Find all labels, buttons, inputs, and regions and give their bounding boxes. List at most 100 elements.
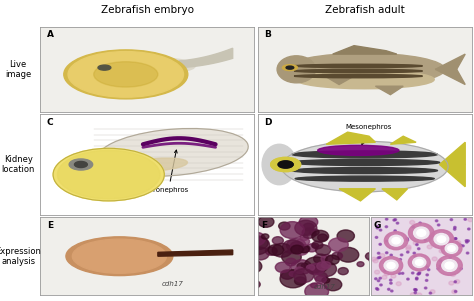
Circle shape <box>384 260 398 271</box>
Circle shape <box>282 250 301 264</box>
Circle shape <box>280 222 304 239</box>
Circle shape <box>299 216 318 228</box>
Circle shape <box>337 230 355 242</box>
Circle shape <box>415 289 417 291</box>
Circle shape <box>375 237 378 238</box>
Circle shape <box>325 296 342 301</box>
Circle shape <box>416 278 418 280</box>
Circle shape <box>242 259 262 273</box>
Circle shape <box>390 279 392 281</box>
Circle shape <box>446 268 448 269</box>
Circle shape <box>398 242 400 244</box>
Text: Live
image: Live image <box>5 60 31 79</box>
Ellipse shape <box>295 176 434 181</box>
Text: F: F <box>261 221 267 230</box>
Circle shape <box>449 256 451 258</box>
Circle shape <box>410 220 415 224</box>
Circle shape <box>406 239 409 241</box>
Circle shape <box>424 234 426 236</box>
Circle shape <box>377 280 380 282</box>
Circle shape <box>302 229 310 235</box>
Circle shape <box>407 278 409 280</box>
Ellipse shape <box>128 158 187 171</box>
Ellipse shape <box>282 141 448 192</box>
Circle shape <box>456 249 459 250</box>
Circle shape <box>435 238 438 240</box>
Circle shape <box>411 272 414 274</box>
Circle shape <box>384 262 387 264</box>
Circle shape <box>337 247 359 262</box>
Circle shape <box>384 232 408 250</box>
Circle shape <box>295 267 304 273</box>
Text: Pronephros: Pronephros <box>149 150 188 193</box>
Circle shape <box>376 225 378 227</box>
Circle shape <box>392 262 395 264</box>
Text: B: B <box>264 30 271 39</box>
Circle shape <box>445 243 447 245</box>
Circle shape <box>450 219 453 221</box>
Circle shape <box>387 262 395 269</box>
Circle shape <box>406 247 411 251</box>
Circle shape <box>416 277 418 279</box>
Circle shape <box>301 263 308 268</box>
Circle shape <box>393 240 395 242</box>
Circle shape <box>310 266 320 273</box>
Circle shape <box>265 247 277 255</box>
Circle shape <box>278 161 293 168</box>
Circle shape <box>271 157 301 172</box>
Ellipse shape <box>98 129 248 176</box>
Circle shape <box>443 244 446 245</box>
Circle shape <box>303 223 314 231</box>
Circle shape <box>385 226 388 228</box>
Text: Mesonephros: Mesonephros <box>346 124 392 145</box>
Circle shape <box>399 237 401 238</box>
Ellipse shape <box>292 151 438 158</box>
Circle shape <box>391 274 396 278</box>
Ellipse shape <box>294 74 422 78</box>
Circle shape <box>268 244 283 256</box>
Circle shape <box>393 219 395 221</box>
Polygon shape <box>435 54 465 69</box>
Circle shape <box>437 236 446 242</box>
Circle shape <box>415 233 420 237</box>
Circle shape <box>280 270 306 288</box>
Circle shape <box>317 262 328 270</box>
Polygon shape <box>391 136 416 144</box>
Circle shape <box>302 229 316 238</box>
Circle shape <box>377 252 380 254</box>
Polygon shape <box>435 69 465 85</box>
Circle shape <box>258 216 274 227</box>
Polygon shape <box>339 189 375 201</box>
Circle shape <box>377 257 380 259</box>
Circle shape <box>271 157 301 172</box>
Circle shape <box>401 272 404 274</box>
Circle shape <box>465 241 468 243</box>
Circle shape <box>468 218 473 222</box>
Circle shape <box>438 224 440 226</box>
Ellipse shape <box>262 144 296 185</box>
Circle shape <box>415 259 423 265</box>
Circle shape <box>417 293 422 297</box>
Circle shape <box>73 239 166 273</box>
Circle shape <box>53 148 164 201</box>
Circle shape <box>380 284 382 286</box>
Circle shape <box>414 227 429 239</box>
Circle shape <box>295 220 317 236</box>
Circle shape <box>428 269 430 271</box>
Circle shape <box>417 236 422 240</box>
Circle shape <box>338 268 348 275</box>
Circle shape <box>246 232 265 246</box>
Circle shape <box>437 256 462 275</box>
Circle shape <box>376 288 379 290</box>
Text: Expression
analysis: Expression analysis <box>0 247 41 266</box>
Circle shape <box>417 229 426 236</box>
Circle shape <box>394 219 397 221</box>
Circle shape <box>273 237 283 244</box>
Circle shape <box>439 260 442 262</box>
Circle shape <box>308 263 325 275</box>
Circle shape <box>312 241 323 249</box>
Circle shape <box>429 230 454 249</box>
Ellipse shape <box>294 64 422 68</box>
Circle shape <box>297 263 307 269</box>
Circle shape <box>373 259 378 263</box>
